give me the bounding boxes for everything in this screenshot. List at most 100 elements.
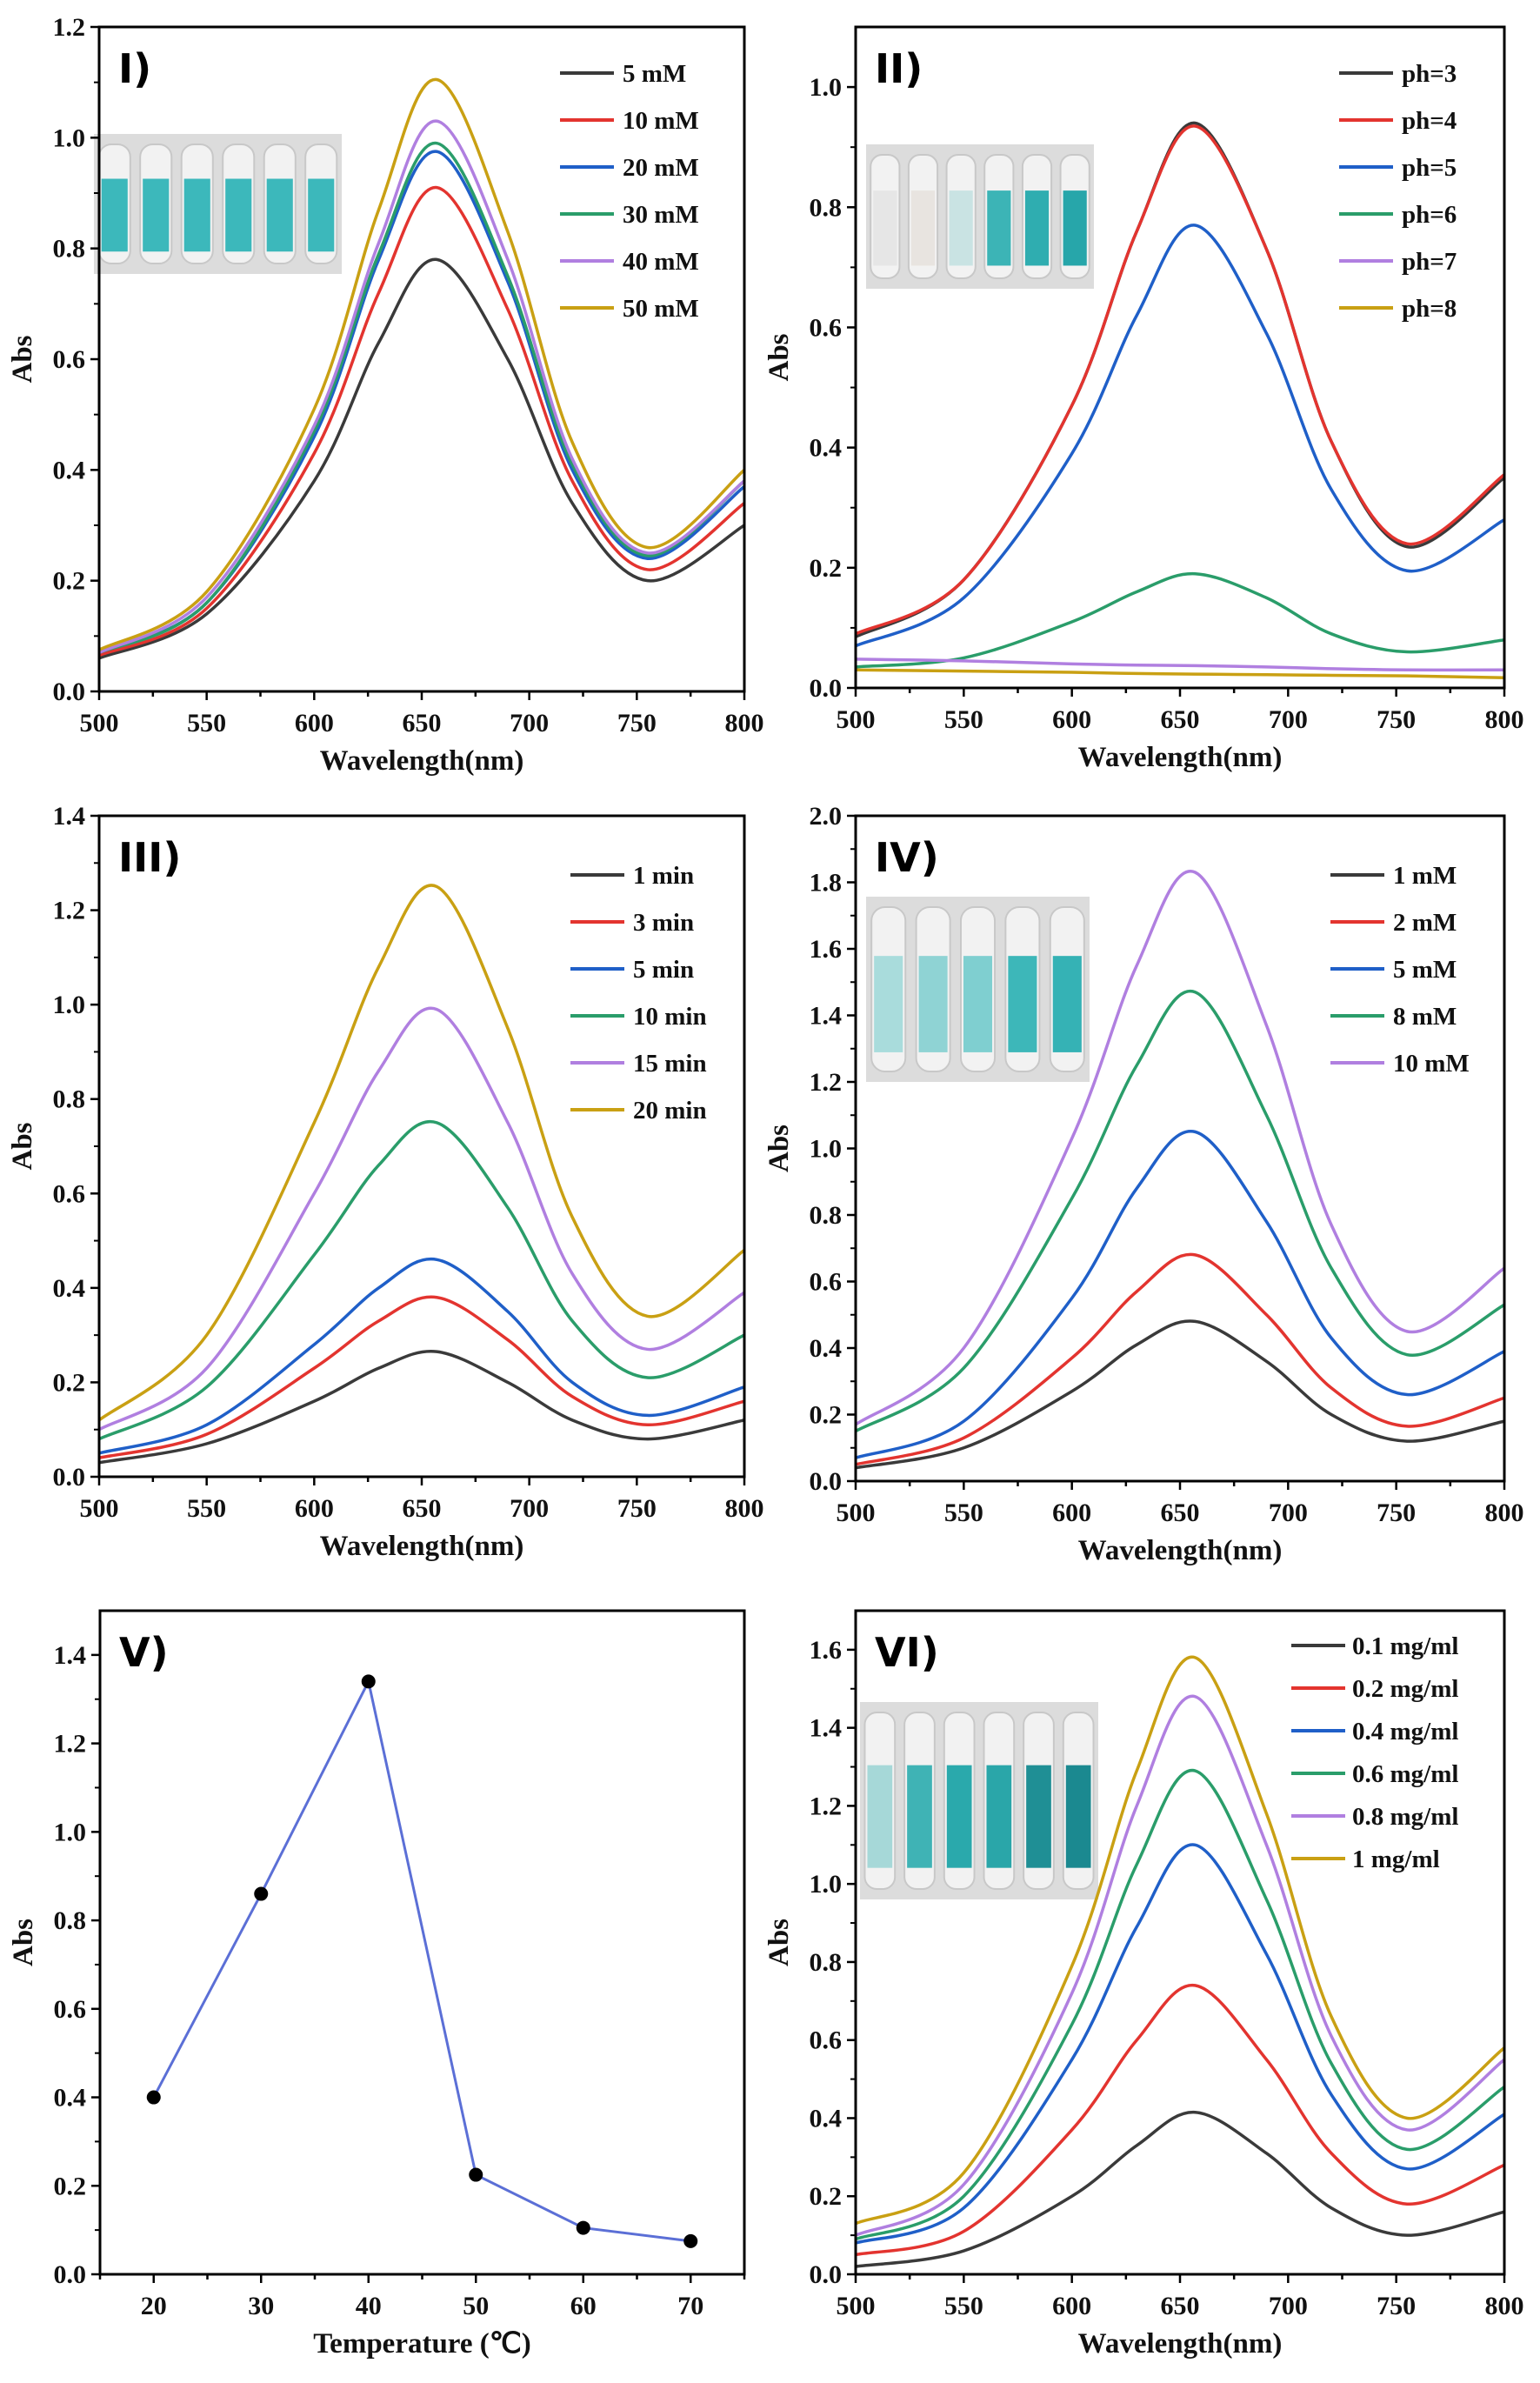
chart-panel-4: 500 550 600 650 700 750 800 0.0 0.2 0.4 0.6 0.8 1.0 1… bbox=[763, 802, 1524, 1566]
x-tick-label: 600 bbox=[1052, 705, 1091, 734]
series-line-0-6-mg-ml bbox=[855, 1768, 1505, 2241]
series-line-3-min bbox=[98, 1295, 745, 1459]
x-tick-label: 600 bbox=[1052, 2292, 1091, 2320]
inset-background bbox=[866, 144, 1094, 289]
x-tick-label: 800 bbox=[1485, 1499, 1524, 1527]
x-axis-title: Wavelength(nm) bbox=[1078, 742, 1283, 773]
vial-liquid bbox=[963, 956, 993, 1052]
vial-liquid bbox=[225, 178, 252, 252]
x-tick-label: 750 bbox=[617, 1494, 657, 1523]
y-tick-label: 0.8 bbox=[54, 1906, 87, 1935]
y-tick-label: 1.6 bbox=[810, 1636, 843, 1665]
series-line-1-mm bbox=[855, 1319, 1505, 1470]
vial-liquid bbox=[183, 178, 210, 252]
x-tick-label: 50 bbox=[463, 2292, 489, 2320]
x-axis-title: Wavelength(nm) bbox=[320, 1531, 524, 1562]
series-line-ph-6 bbox=[855, 571, 1505, 669]
vial-liquid bbox=[1024, 190, 1050, 266]
series-line-30-mm bbox=[98, 141, 746, 655]
x-tick-label: 40 bbox=[356, 2292, 382, 2320]
chart-panel-3: 500 550 600 650 700 750 800 0.0 0.2 0.4 0.6 0.8 1.0 1… bbox=[7, 802, 764, 1562]
legend-label: 3 min bbox=[633, 909, 694, 937]
x-tick-label: 600 bbox=[295, 709, 334, 738]
series-line-ph-4 bbox=[855, 124, 1506, 636]
y-axis-title: Abs bbox=[7, 335, 38, 383]
x-tick-label: 500 bbox=[80, 1494, 119, 1523]
x-tick-label: 550 bbox=[187, 709, 226, 738]
series-line-ph-8 bbox=[855, 668, 1505, 680]
y-axis-title: Abs bbox=[763, 1125, 795, 1172]
y-tick-label: 0.2 bbox=[53, 567, 86, 596]
x-tick-label: 550 bbox=[187, 1494, 226, 1523]
vial-liquid bbox=[986, 1765, 1012, 1868]
vial-liquid bbox=[266, 178, 293, 252]
series-line-10-mm bbox=[854, 870, 1505, 1426]
legend-label: 5 mM bbox=[623, 60, 686, 88]
y-tick-label: 1.0 bbox=[53, 991, 86, 1019]
x-tick-label: 30 bbox=[248, 2292, 274, 2320]
data-point bbox=[683, 2233, 698, 2248]
series-line-50-mm bbox=[98, 77, 746, 651]
x-tick-label: 750 bbox=[1377, 705, 1416, 734]
y-tick-label: 0.6 bbox=[54, 1995, 87, 2024]
panel-label: III) bbox=[118, 834, 181, 881]
y-tick-label: 0.8 bbox=[53, 235, 86, 264]
x-tick-label: 800 bbox=[1485, 705, 1524, 734]
series-line-5-min bbox=[98, 1257, 745, 1455]
data-point bbox=[361, 1674, 376, 1689]
inset-vial-photo bbox=[860, 1702, 1098, 1899]
legend-label: 2 mM bbox=[1393, 909, 1457, 937]
vial-liquid bbox=[1026, 1765, 1051, 1868]
series-line-15-min bbox=[98, 1006, 745, 1432]
y-tick-label: 0.8 bbox=[810, 193, 843, 222]
x-tick-label: 750 bbox=[617, 709, 657, 738]
legend-label: 10 mM bbox=[1393, 1050, 1470, 1078]
x-tick-label: 800 bbox=[1485, 2292, 1524, 2320]
legend-label: 20 min bbox=[633, 1097, 707, 1125]
series-line-1-min bbox=[98, 1350, 745, 1465]
legend-label: 10 mM bbox=[623, 107, 699, 135]
x-tick-label: 500 bbox=[837, 2292, 876, 2320]
y-tick-label: 0.0 bbox=[53, 1463, 86, 1492]
x-tick-label: 650 bbox=[403, 709, 442, 738]
y-axis-title: Abs bbox=[763, 333, 795, 381]
vial-liquid bbox=[308, 178, 335, 252]
series-line-5-mm bbox=[98, 257, 745, 660]
vial-liquid bbox=[873, 190, 897, 266]
legend: 1 min 3 min 5 min 10 min 15 min 20 min bbox=[570, 862, 707, 1125]
y-tick-label: 1.2 bbox=[810, 1068, 843, 1097]
vial-liquid bbox=[907, 1765, 932, 1868]
y-tick-label: 1.2 bbox=[54, 1730, 87, 1759]
x-tick-label: 500 bbox=[837, 1499, 876, 1527]
panel-label: I) bbox=[118, 45, 151, 92]
y-tick-label: 0.6 bbox=[53, 345, 86, 374]
x-tick-label: 800 bbox=[725, 709, 764, 738]
y-tick-label: 0.2 bbox=[54, 2172, 87, 2200]
y-tick-label: 1.2 bbox=[53, 897, 86, 925]
y-tick-label: 0.4 bbox=[810, 434, 843, 463]
y-tick-label: 0.8 bbox=[810, 1948, 843, 1977]
y-tick-label: 2.0 bbox=[810, 802, 843, 831]
legend-label: ph=4 bbox=[1402, 107, 1457, 135]
vial-liquid bbox=[918, 956, 948, 1052]
x-tick-label: 700 bbox=[510, 1494, 549, 1523]
y-tick-label: 1.6 bbox=[810, 935, 843, 964]
data-point bbox=[576, 2220, 590, 2235]
y-tick-label: 0.0 bbox=[810, 2260, 843, 2289]
legend-label: 10 min bbox=[633, 1003, 707, 1031]
chart-panel-2: 500 550 600 650 700 750 800 0.0 0.2 0.4 0.6 0.8 1.0 W… bbox=[763, 25, 1524, 773]
data-point bbox=[469, 2167, 483, 2182]
x-tick-label: 500 bbox=[80, 709, 119, 738]
y-tick-label: 1.0 bbox=[810, 73, 843, 102]
y-tick-label: 0.0 bbox=[53, 678, 86, 706]
series-line-8-mm bbox=[855, 989, 1505, 1433]
inset-background bbox=[94, 134, 342, 274]
vial-liquid bbox=[1052, 956, 1082, 1052]
y-tick-label: 0.6 bbox=[810, 2026, 843, 2055]
panel-label: IV) bbox=[875, 834, 939, 881]
x-axis-title: Wavelength(nm) bbox=[1078, 2328, 1283, 2360]
x-tick-label: 750 bbox=[1377, 2292, 1416, 2320]
y-axis-title: Abs bbox=[7, 1122, 38, 1170]
y-tick-label: 0.8 bbox=[810, 1201, 843, 1230]
legend-label: 5 mM bbox=[1393, 956, 1457, 984]
